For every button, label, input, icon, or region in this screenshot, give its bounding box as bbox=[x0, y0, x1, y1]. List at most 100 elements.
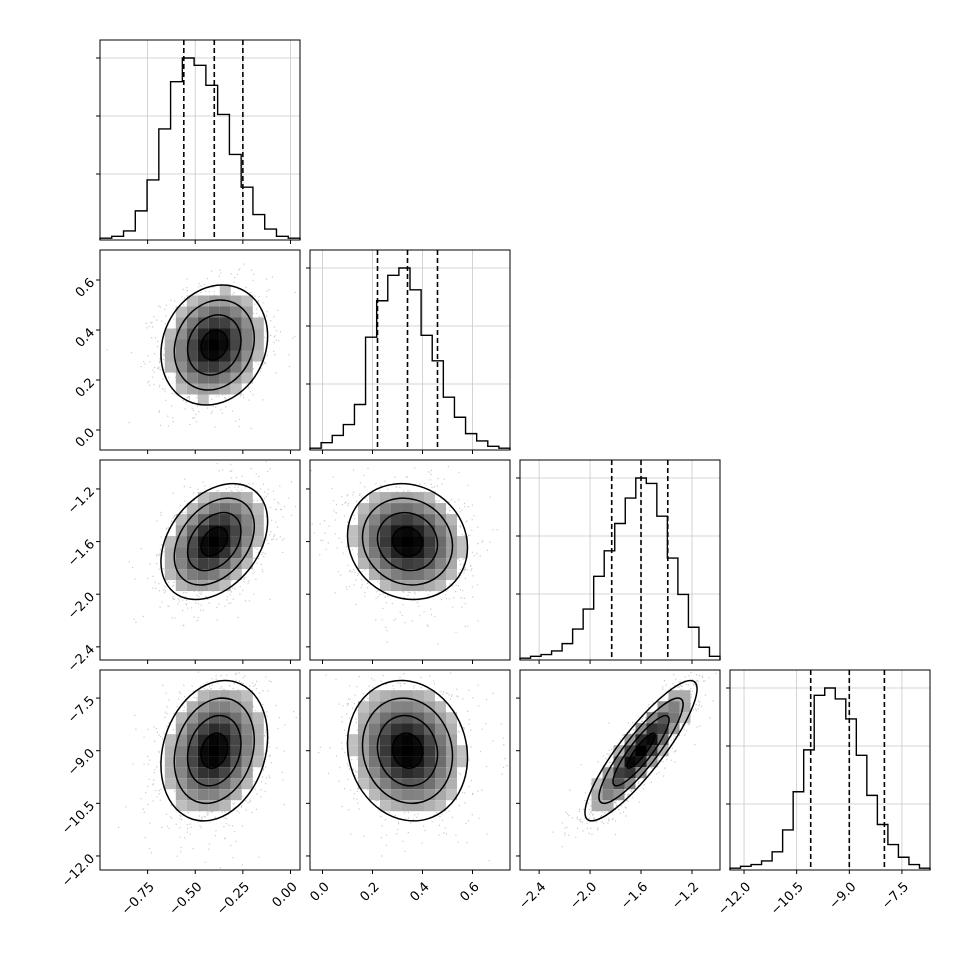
density-cell bbox=[197, 361, 209, 373]
density-cell bbox=[424, 690, 435, 702]
density-cell bbox=[413, 514, 424, 526]
density-cell bbox=[164, 350, 176, 362]
density-cell bbox=[219, 569, 231, 581]
density-cell bbox=[380, 734, 391, 746]
density-cell bbox=[186, 536, 198, 548]
density-cell bbox=[186, 580, 198, 592]
density-cell bbox=[369, 558, 380, 570]
density-cell bbox=[175, 383, 187, 395]
density-cell bbox=[219, 756, 231, 768]
density-cell bbox=[230, 690, 242, 702]
panel-frame bbox=[99, 249, 301, 451]
contour-line bbox=[584, 679, 698, 822]
density-cell bbox=[657, 745, 669, 757]
x-tick-label: −7.5 bbox=[879, 880, 912, 913]
density-cell bbox=[230, 712, 242, 724]
density-cell bbox=[230, 383, 242, 395]
density-cell bbox=[164, 734, 176, 746]
density-cell bbox=[391, 580, 402, 592]
density-cell bbox=[197, 394, 209, 406]
density-content bbox=[552, 670, 718, 848]
density-panel-2-0 bbox=[96, 459, 301, 664]
density-cell bbox=[241, 372, 253, 384]
x-tick-label: −0.50 bbox=[167, 880, 206, 919]
density-cell bbox=[197, 503, 209, 515]
density-cell bbox=[435, 503, 446, 515]
density-cell bbox=[424, 536, 435, 548]
density-cell bbox=[391, 569, 402, 581]
density-cell bbox=[358, 723, 369, 735]
density-cell bbox=[175, 514, 187, 526]
density-cell bbox=[175, 778, 187, 790]
contour-line bbox=[173, 497, 256, 586]
density-cell bbox=[347, 525, 358, 537]
panel-frame bbox=[519, 459, 721, 661]
density-cell bbox=[402, 767, 413, 779]
density-cell bbox=[197, 569, 209, 581]
panel-frame bbox=[309, 669, 511, 871]
density-cell bbox=[446, 525, 457, 537]
contour-line bbox=[391, 732, 424, 769]
density-cell bbox=[186, 547, 198, 559]
density-cell bbox=[446, 723, 457, 735]
density-cell bbox=[175, 339, 187, 351]
contour-line bbox=[186, 511, 242, 572]
density-cell bbox=[230, 514, 242, 526]
density-cell bbox=[164, 745, 176, 757]
y-tick-label: −2.0 bbox=[65, 590, 98, 623]
density-cell bbox=[219, 503, 231, 515]
density-cell bbox=[186, 756, 198, 768]
density-cell bbox=[358, 712, 369, 724]
density-cell bbox=[679, 712, 691, 724]
density-content bbox=[128, 460, 297, 627]
density-cell bbox=[241, 701, 253, 713]
density-cell bbox=[175, 734, 187, 746]
density-cell bbox=[208, 767, 220, 779]
density-cell bbox=[435, 514, 446, 526]
density-cell bbox=[219, 558, 231, 570]
density-cell bbox=[241, 690, 253, 702]
density-cell bbox=[252, 350, 264, 362]
density-cell bbox=[230, 547, 242, 559]
panel-frame bbox=[309, 249, 511, 451]
density-cell bbox=[369, 712, 380, 724]
density-cell bbox=[413, 723, 424, 735]
density-cell bbox=[164, 778, 176, 790]
density-cell bbox=[402, 800, 413, 812]
density-cell bbox=[219, 778, 231, 790]
density-cell bbox=[175, 547, 187, 559]
density-cell bbox=[391, 503, 402, 515]
density-cell bbox=[435, 547, 446, 559]
density-cell bbox=[380, 536, 391, 548]
density-cell bbox=[252, 723, 264, 735]
density-cell bbox=[369, 547, 380, 559]
density-cell bbox=[380, 525, 391, 537]
contour-line bbox=[391, 526, 424, 557]
density-cell bbox=[402, 569, 413, 581]
panel-frame bbox=[729, 669, 931, 871]
density-cell bbox=[446, 778, 457, 790]
density-cell bbox=[186, 800, 198, 812]
density-cell bbox=[241, 558, 253, 570]
density-cell bbox=[424, 745, 435, 757]
density-cell bbox=[230, 723, 242, 735]
x-tick-label: −0.25 bbox=[214, 880, 253, 919]
density-cell bbox=[391, 723, 402, 735]
density-cell bbox=[197, 492, 209, 504]
density-cell bbox=[347, 745, 358, 757]
density-cell bbox=[413, 492, 424, 504]
density-cell bbox=[369, 569, 380, 581]
density-cell bbox=[208, 317, 220, 329]
density-cell bbox=[402, 514, 413, 526]
density-cell bbox=[175, 745, 187, 757]
density-cell bbox=[424, 580, 435, 592]
density-cell bbox=[602, 800, 614, 812]
density-cell bbox=[230, 569, 242, 581]
density-cell bbox=[175, 789, 187, 801]
density-cell bbox=[424, 789, 435, 801]
density-cell bbox=[646, 745, 658, 757]
density-cell bbox=[241, 503, 253, 515]
density-cell bbox=[391, 800, 402, 812]
density-cell bbox=[358, 547, 369, 559]
